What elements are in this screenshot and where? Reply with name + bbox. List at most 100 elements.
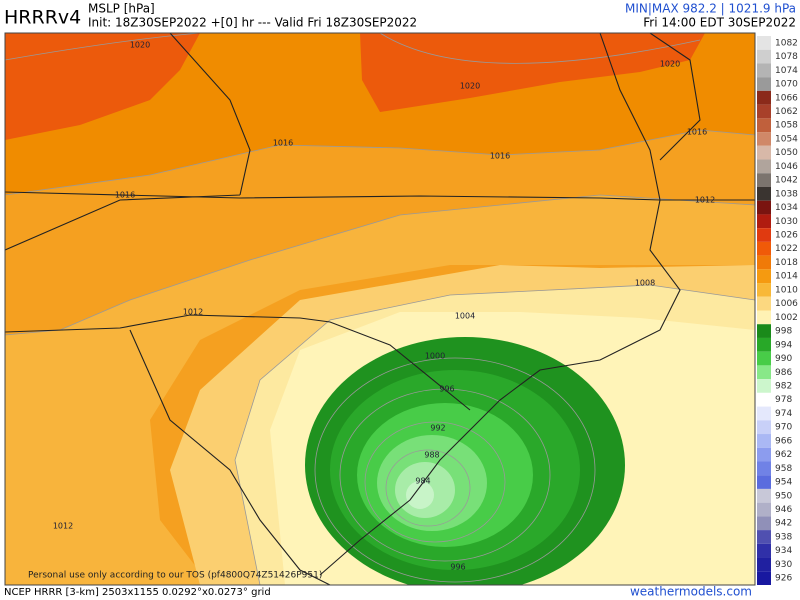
color-swatch bbox=[757, 447, 771, 462]
band bbox=[5, 195, 755, 585]
colorbar-label: 962 bbox=[775, 450, 792, 460]
colorbar-label: 1082 bbox=[775, 38, 798, 48]
color-swatch bbox=[757, 406, 771, 421]
color-swatch bbox=[757, 379, 771, 393]
colorbar-label: 1026 bbox=[775, 231, 798, 241]
colorbar-label: 954 bbox=[775, 478, 792, 488]
band bbox=[5, 33, 200, 140]
colorbar-label: 1062 bbox=[775, 107, 798, 117]
colorbar-label: 998 bbox=[775, 327, 792, 337]
band bbox=[406, 481, 434, 509]
contour-label: 1004 bbox=[455, 312, 475, 321]
colorbar-label: 1006 bbox=[775, 299, 798, 309]
color-swatch bbox=[757, 173, 771, 187]
colorbar-label: 970 bbox=[775, 423, 792, 433]
colorbar-label: 990 bbox=[775, 354, 792, 364]
colorbar-label: 926 bbox=[775, 574, 792, 584]
color-swatch bbox=[757, 283, 771, 297]
colorbar-label: 1014 bbox=[775, 272, 798, 282]
colorbar-label: 1038 bbox=[775, 189, 798, 199]
color-swatch bbox=[757, 488, 771, 503]
color-swatch bbox=[757, 310, 771, 325]
site-link[interactable]: weathermodels.com bbox=[630, 585, 752, 599]
colorbar-label: 938 bbox=[775, 532, 792, 542]
colorbar-label: 958 bbox=[775, 464, 792, 474]
contour-label: 996 bbox=[450, 563, 465, 572]
color-swatch bbox=[757, 241, 771, 256]
colorbar-label: 1034 bbox=[775, 203, 798, 213]
color-swatch bbox=[757, 132, 771, 146]
colorbar-label: 1078 bbox=[775, 52, 798, 62]
color-swatch bbox=[757, 461, 771, 476]
color-swatch bbox=[757, 502, 771, 517]
colorbar-label: 982 bbox=[775, 381, 792, 391]
color-swatch bbox=[757, 351, 771, 366]
colorbar-label: 1046 bbox=[775, 162, 798, 172]
colorbar-label: 986 bbox=[775, 368, 792, 378]
model-name: HRRRv4 bbox=[4, 7, 81, 29]
color-swatch bbox=[757, 77, 771, 91]
contour-label: 1008 bbox=[635, 279, 655, 288]
valid-time: Fri 14:00 EDT 30SEP2022 bbox=[643, 16, 796, 30]
contour-label: 1016 bbox=[687, 128, 707, 137]
color-swatch bbox=[757, 159, 771, 174]
init-time: Init: 18Z30SEP2022 +[0] hr --- Valid Fri… bbox=[88, 16, 417, 30]
color-swatch bbox=[757, 49, 771, 64]
contour-label: 1016 bbox=[490, 152, 510, 161]
color-swatch bbox=[757, 269, 771, 284]
color-swatch bbox=[757, 104, 771, 119]
contour-label: 1020 bbox=[460, 82, 480, 91]
colorbar-label: 1002 bbox=[775, 313, 798, 323]
color-swatch bbox=[757, 228, 771, 242]
color-swatch bbox=[757, 530, 771, 544]
contour-label: 1000 bbox=[425, 352, 445, 361]
colorbar-label: 1022 bbox=[775, 244, 798, 254]
color-swatch bbox=[757, 557, 771, 572]
contour-label: 1020 bbox=[660, 60, 680, 69]
color-swatch bbox=[757, 145, 771, 160]
colorbar-label: 1058 bbox=[775, 121, 798, 131]
colorbar-label: 1030 bbox=[775, 217, 798, 227]
grid-info: NCEP HRRR [3-km] 2503x1155 0.0292°x0.027… bbox=[4, 587, 271, 598]
band bbox=[360, 33, 705, 112]
color-swatch bbox=[757, 255, 771, 270]
color-swatch bbox=[757, 337, 771, 352]
contour-label: 996 bbox=[439, 385, 454, 394]
color-swatch bbox=[757, 420, 771, 435]
contour-label: 1012 bbox=[183, 308, 203, 317]
color-swatch bbox=[757, 571, 771, 585]
colorbar-label: 1042 bbox=[775, 176, 798, 186]
colorbar-label: 934 bbox=[775, 546, 792, 556]
colorbar-label: 994 bbox=[775, 340, 792, 350]
colorbar-label: 946 bbox=[775, 505, 792, 515]
contour-label: 1020 bbox=[130, 41, 150, 50]
colorbar-label: 950 bbox=[775, 491, 792, 501]
color-swatch bbox=[757, 324, 771, 338]
colorbar-label: 1010 bbox=[775, 285, 798, 295]
contour-label: 988 bbox=[424, 451, 439, 460]
colorbar-label: 974 bbox=[775, 409, 792, 419]
borders bbox=[5, 33, 755, 585]
map-frame bbox=[4, 32, 756, 586]
colorbar-label: 930 bbox=[775, 560, 792, 570]
field-name: MSLP [hPa] bbox=[88, 2, 155, 16]
color-swatch bbox=[757, 214, 771, 229]
colorbar-label: 1050 bbox=[775, 148, 798, 158]
color-swatch bbox=[757, 63, 771, 78]
color-swatch bbox=[757, 392, 771, 407]
colorbar-label: 966 bbox=[775, 436, 792, 446]
colorbar-label: 1074 bbox=[775, 66, 798, 76]
contour-label: 1016 bbox=[273, 139, 293, 148]
min-max: MIN|MAX 982.2 | 1021.9 hPa bbox=[625, 2, 796, 16]
color-swatch bbox=[757, 516, 771, 531]
color-swatch bbox=[757, 475, 771, 489]
color-swatch bbox=[757, 200, 771, 215]
contour-label: 1012 bbox=[53, 522, 73, 531]
colorbar-label: 1070 bbox=[775, 80, 798, 90]
contour-label: 1012 bbox=[695, 196, 715, 205]
contour-label: 1016 bbox=[115, 191, 135, 200]
color-swatch bbox=[757, 36, 771, 50]
colorbar-label: 1054 bbox=[775, 134, 798, 144]
color-swatch bbox=[757, 434, 771, 448]
